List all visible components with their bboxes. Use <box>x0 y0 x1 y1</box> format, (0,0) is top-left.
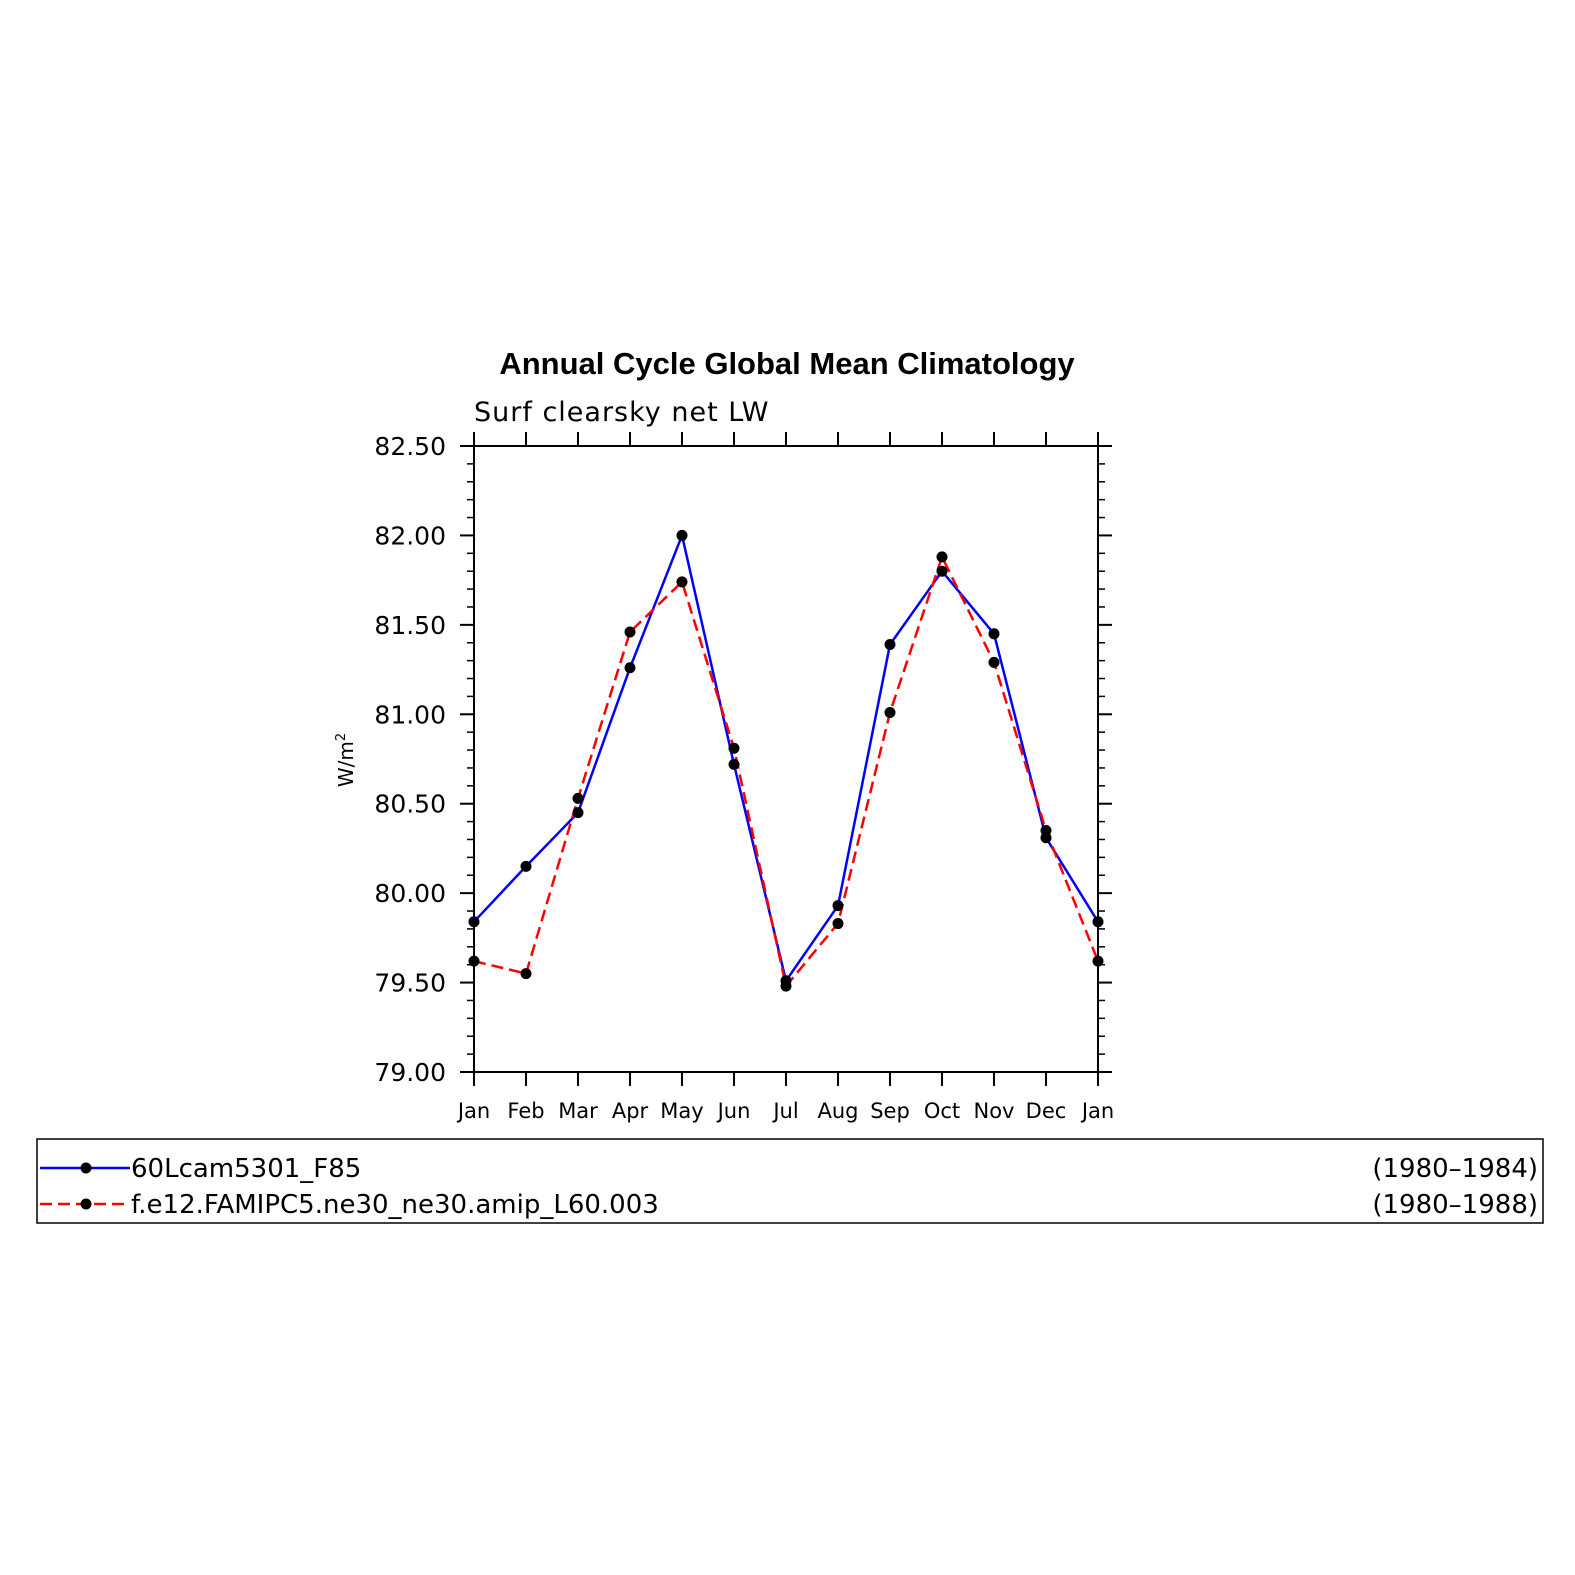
data-point-series-2 <box>884 706 896 718</box>
y-tick-label: 82.50 <box>374 432 446 461</box>
x-tick-label: Dec <box>1026 1099 1067 1123</box>
x-tick-label: Jan <box>456 1099 490 1123</box>
data-point-series-1 <box>572 807 584 819</box>
y-tick-label: 79.00 <box>374 1058 446 1087</box>
legend-period-2: (1980–1988) <box>1372 1190 1538 1220</box>
data-point-series-1 <box>884 639 896 651</box>
x-tick-label: Apr <box>612 1099 649 1123</box>
y-tick-label: 82.00 <box>374 521 446 550</box>
data-point-series-1 <box>520 860 532 872</box>
data-point-series-1 <box>1092 916 1104 928</box>
chart-title: Annual Cycle Global Mean Climatology <box>499 346 1075 381</box>
y-axis-label-exponent: 2 <box>334 733 349 741</box>
x-tick-label: Oct <box>924 1099 960 1123</box>
legend: 60Lcam5301_F85 (1980–1984) f.e12.FAMIPC5.n… <box>36 1138 1544 1224</box>
legend-box <box>36 1138 1544 1224</box>
data-point-series-2 <box>728 742 740 754</box>
data-point-series-2 <box>832 918 844 930</box>
y-axis-label-unit: W/m <box>334 741 358 787</box>
data-point-series-2 <box>676 576 688 588</box>
x-tick-label: Sep <box>870 1099 910 1123</box>
x-tick-label: Mar <box>558 1099 598 1123</box>
y-tick-label: 81.50 <box>374 611 446 640</box>
data-point-series-1 <box>832 900 844 912</box>
legend-period-1: (1980–1984) <box>1372 1154 1538 1184</box>
data-point-series-1 <box>936 565 948 577</box>
x-tick-label: Feb <box>507 1099 544 1123</box>
data-point-series-2 <box>520 968 532 980</box>
y-tick-label: 79.50 <box>374 969 446 998</box>
data-point-series-1 <box>624 662 636 674</box>
x-tick-label: Jul <box>771 1099 798 1123</box>
x-tick-label: Nov <box>974 1099 1015 1123</box>
data-point-series-2 <box>1092 955 1104 967</box>
data-point-series-1 <box>676 529 688 541</box>
data-point-series-2 <box>624 626 636 638</box>
data-point-series-1 <box>728 758 740 770</box>
legend-label-1: 60Lcam5301_F85 <box>131 1154 361 1184</box>
data-point-series-2 <box>572 792 584 804</box>
data-point-series-2 <box>988 656 1000 668</box>
x-tick-label: May <box>660 1099 703 1123</box>
x-tick-label: Jan <box>1080 1099 1114 1123</box>
y-axis-label: W/m2 <box>334 733 358 787</box>
y-tick-label: 81.00 <box>374 700 446 729</box>
legend-marker-2 <box>80 1198 92 1210</box>
data-point-series-2 <box>1040 825 1052 837</box>
legend-marker-1 <box>80 1162 92 1174</box>
y-tick-label: 80.00 <box>374 879 446 908</box>
data-point-series-2 <box>936 551 948 563</box>
data-point-series-1 <box>468 916 480 928</box>
y-tick-label: 80.50 <box>374 790 446 819</box>
data-point-series-2 <box>468 955 480 967</box>
chart-subtitle: Surf clearsky net LW <box>474 397 770 428</box>
data-point-series-1 <box>988 628 1000 640</box>
plot-area: 79.00 79.50 80.00 80.50 81.00 81.50 82.00 82.50… <box>374 432 1114 1123</box>
x-tick-label: Jun <box>716 1099 751 1123</box>
data-point-series-2 <box>780 980 792 992</box>
x-tick-label: Aug <box>817 1099 858 1123</box>
legend-label-2: f.e12.FAMIPC5.ne30_ne30.amip_L60.003 <box>131 1190 659 1220</box>
